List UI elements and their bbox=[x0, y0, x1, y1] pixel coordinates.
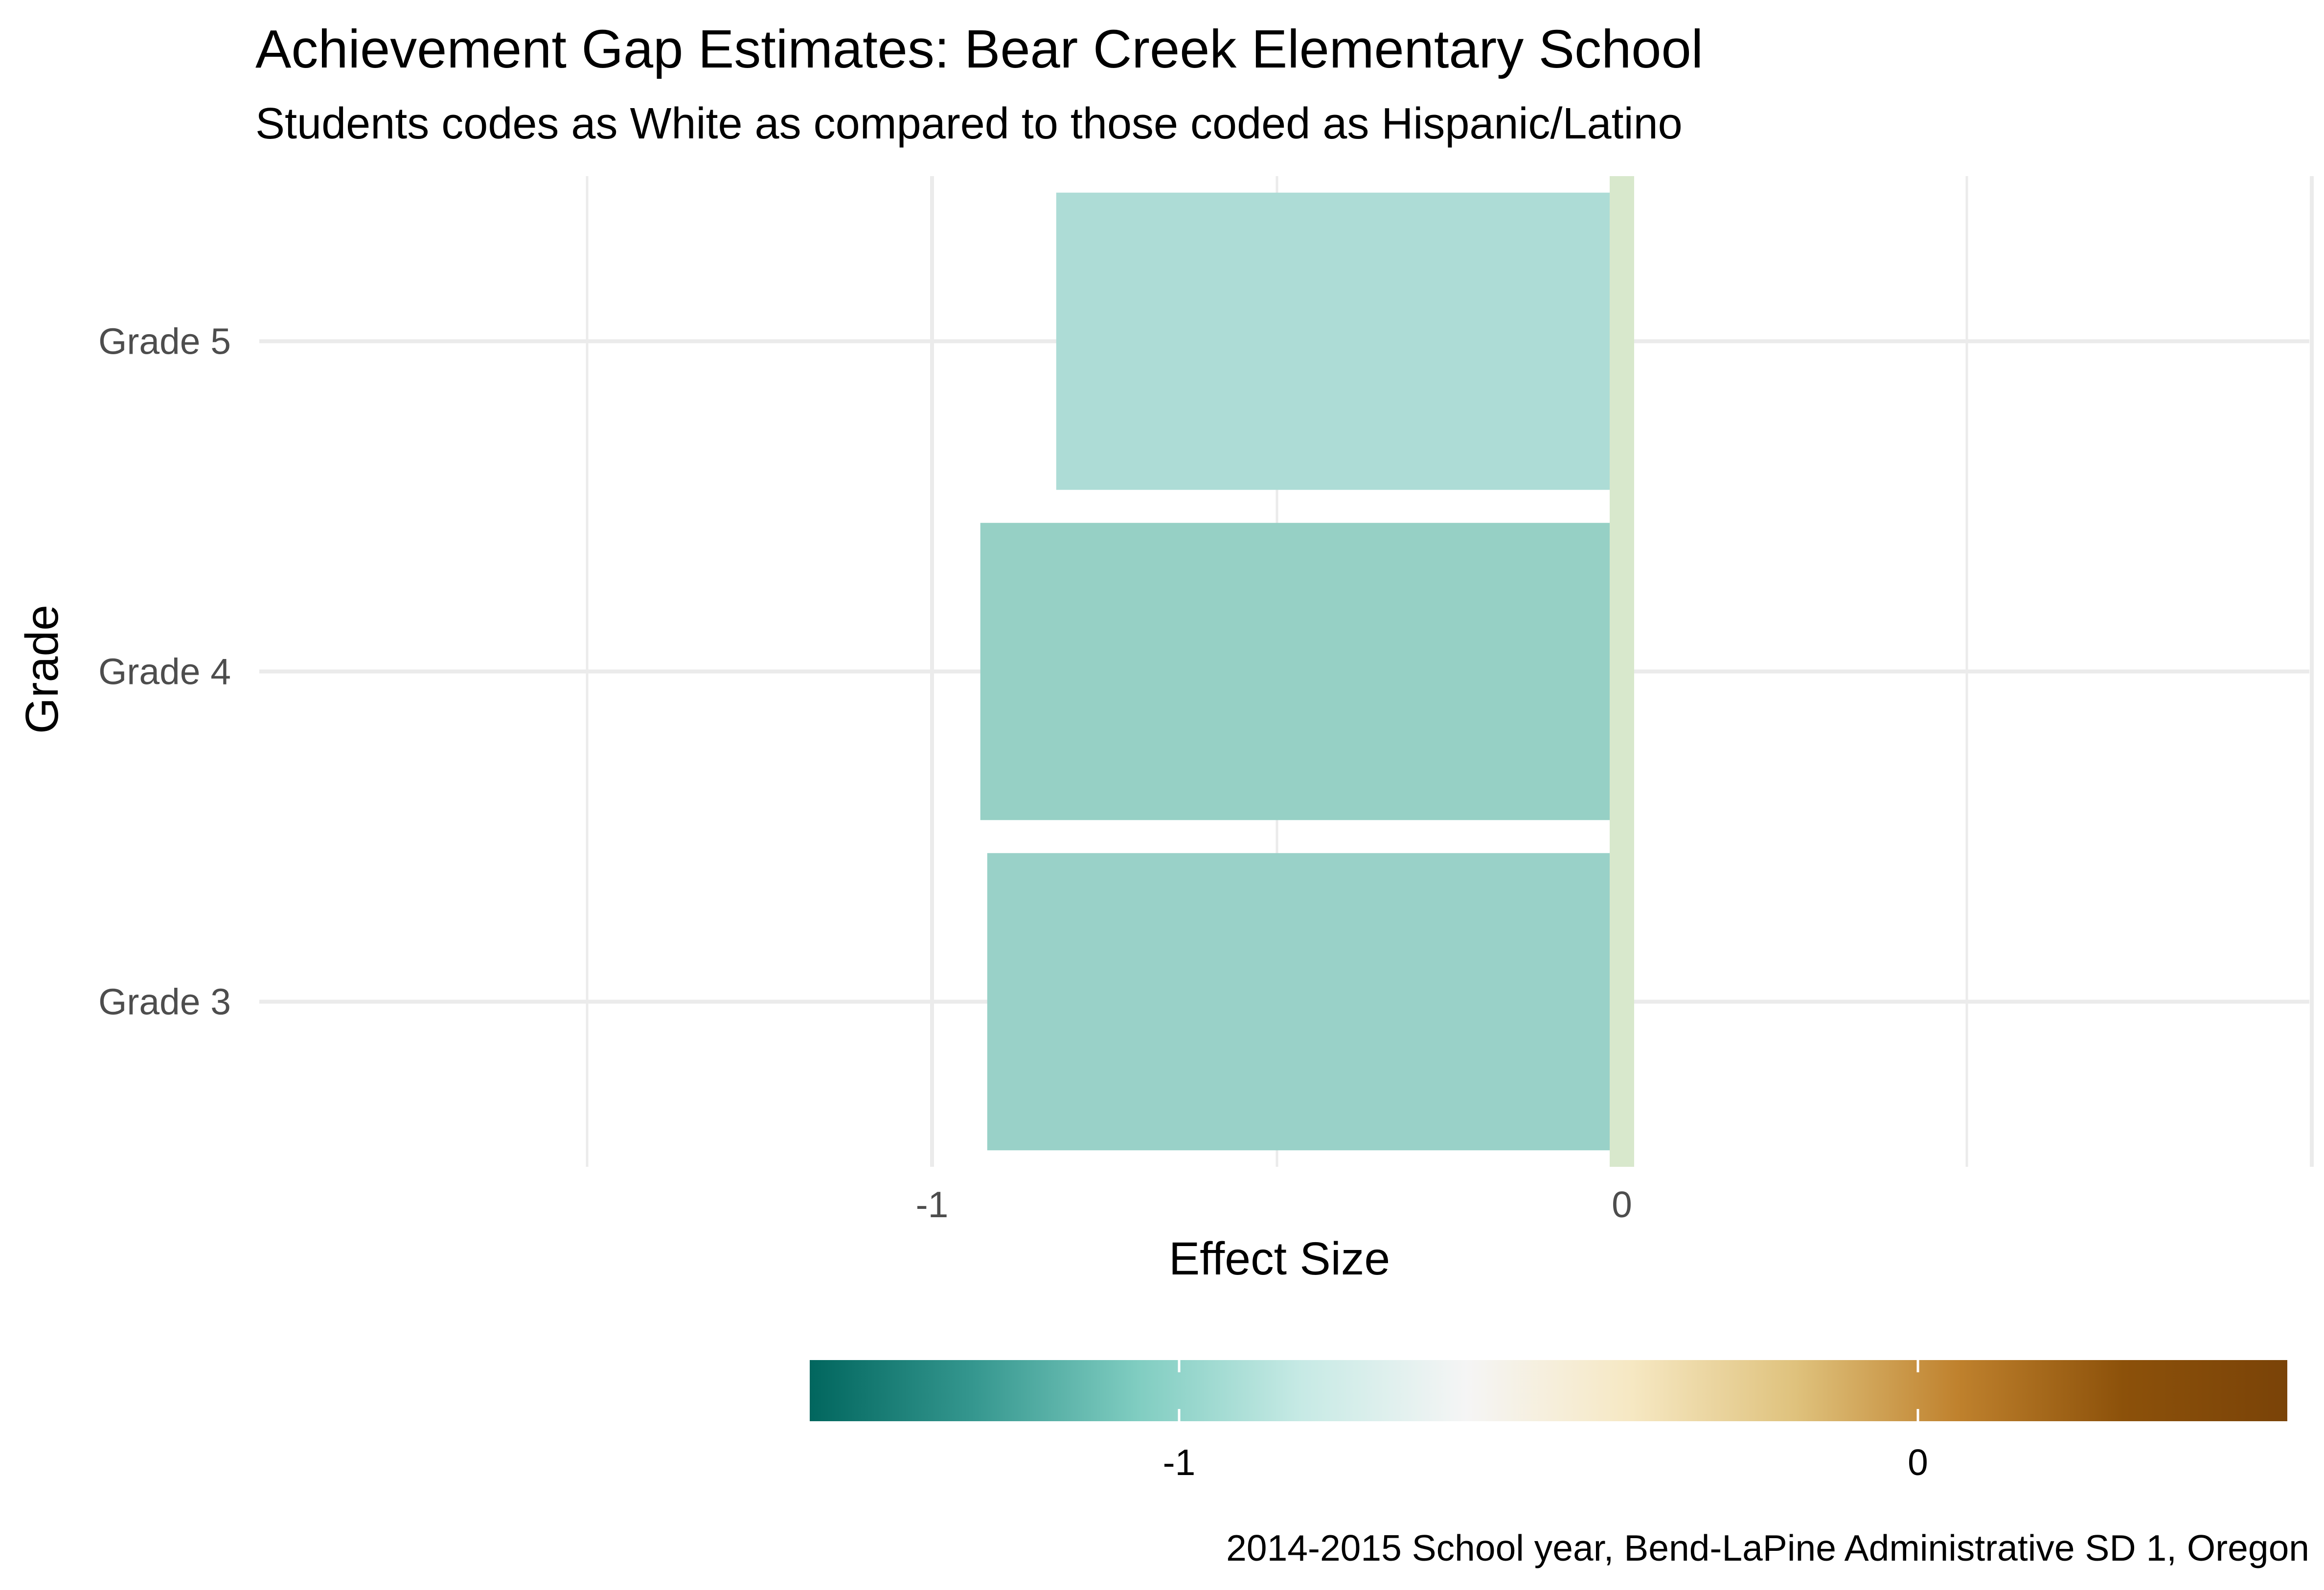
y-axis-title: Grade bbox=[16, 605, 68, 734]
chart-caption: 2014-2015 School year, Bend-LaPine Admin… bbox=[1226, 1527, 2309, 1568]
reference-line bbox=[1610, 176, 1634, 1167]
bar bbox=[987, 853, 1622, 1151]
x-axis-title: Effect Size bbox=[1169, 1233, 1390, 1285]
y-tick-labels: Grade 3 Grade 4 Grade 5 bbox=[98, 321, 231, 1022]
chart-subtitle: Students codes as White as compared to t… bbox=[255, 99, 1683, 148]
chart-title: Achievement Gap Estimates: Bear Creek El… bbox=[255, 19, 1703, 79]
colorbar bbox=[810, 1360, 2287, 1421]
y-tick-label: Grade 3 bbox=[98, 981, 231, 1022]
bar bbox=[1056, 192, 1622, 490]
colorbar-tick-label: -1 bbox=[1163, 1442, 1196, 1483]
bars bbox=[980, 192, 1622, 1151]
colorbar-legend: -1 0 bbox=[810, 1360, 2287, 1483]
x-tick-label: -1 bbox=[916, 1184, 949, 1225]
y-tick-label: Grade 4 bbox=[98, 651, 231, 692]
y-tick-label: Grade 5 bbox=[98, 321, 231, 362]
zero-line bbox=[1610, 176, 1634, 1167]
x-tick-label: 0 bbox=[1612, 1184, 1632, 1225]
x-tick-labels: -1 0 bbox=[916, 1184, 1632, 1225]
bar bbox=[980, 522, 1622, 820]
colorbar-tick-label: 0 bbox=[1908, 1442, 1928, 1483]
